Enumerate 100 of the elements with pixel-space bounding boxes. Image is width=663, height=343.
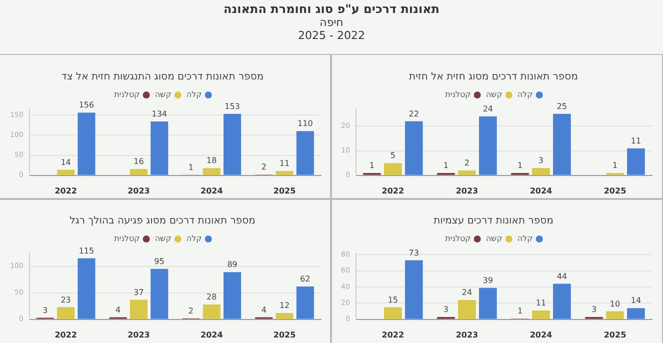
data-label: 11 xyxy=(279,159,290,168)
x-tick-label: 2024 xyxy=(530,186,553,196)
data-label: 115 xyxy=(78,246,94,256)
data-label: 2 xyxy=(464,158,470,168)
text: 2025 - 2022 xyxy=(297,29,366,42)
legend-label: קלה xyxy=(517,234,534,244)
bar xyxy=(78,112,96,175)
bar xyxy=(404,121,423,175)
data-label: 11 xyxy=(630,136,642,146)
bar xyxy=(130,168,148,175)
bar xyxy=(296,286,314,319)
bar xyxy=(627,148,645,175)
legend-label: קשה xyxy=(486,90,503,100)
bar xyxy=(627,308,645,319)
bar xyxy=(479,116,497,175)
x-tick-label: 2024 xyxy=(200,186,224,196)
data-label: 2 xyxy=(261,162,266,172)
x-tick-label: 2023 xyxy=(456,186,478,196)
data-label: 89 xyxy=(227,260,238,270)
bar xyxy=(553,114,571,175)
data-label: 4 xyxy=(261,305,266,314)
x-tick-label: 2025 xyxy=(604,186,627,196)
bar xyxy=(130,300,148,319)
text: תאונות דרכים ע"פ סוג וחומרת התאונה xyxy=(222,2,440,16)
legend-label: קשה xyxy=(486,234,503,244)
data-label: 18 xyxy=(206,156,217,166)
data-label: 73 xyxy=(408,248,419,258)
data-label: 1 xyxy=(443,161,449,170)
x-tick-label: 2025 xyxy=(273,186,296,196)
legend-label: קטלנית xyxy=(114,234,140,244)
data-label: 44 xyxy=(556,272,568,281)
text: חיפה xyxy=(318,16,344,29)
data-label: 14 xyxy=(630,296,642,306)
x-tick-label: 2024 xyxy=(200,330,224,340)
data-label: 5 xyxy=(390,151,396,160)
data-label: 1 xyxy=(517,161,523,170)
data-label: 28 xyxy=(206,292,217,302)
bar xyxy=(532,168,550,175)
data-label: 3 xyxy=(591,305,597,314)
x-tick-label: 2023 xyxy=(456,330,478,340)
data-label: 1 xyxy=(517,306,523,316)
data-label: 4 xyxy=(116,305,121,314)
bar xyxy=(479,288,497,319)
bar xyxy=(202,304,220,319)
bar xyxy=(224,114,242,175)
data-label: 22 xyxy=(408,109,419,118)
legend-label: קטלנית xyxy=(445,90,472,100)
legend-label: קשה xyxy=(154,90,172,100)
data-label: 25 xyxy=(556,102,568,111)
data-label: 16 xyxy=(134,157,144,166)
bar xyxy=(57,307,75,319)
bar xyxy=(404,260,423,319)
data-label: 3 xyxy=(538,156,544,166)
data-label: 1 xyxy=(369,161,374,170)
data-label: 156 xyxy=(78,100,94,110)
data-label: 2 xyxy=(188,306,194,316)
bar xyxy=(553,284,571,319)
data-label: 62 xyxy=(300,274,310,284)
bar xyxy=(458,170,476,175)
chart-title: מספר תאונות דרכים עצמיות xyxy=(434,216,554,227)
data-label: 1 xyxy=(188,163,194,172)
x-tick-label: 2025 xyxy=(604,330,627,340)
x-tick-label: 2024 xyxy=(530,330,553,340)
x-tick-label: 2022 xyxy=(382,186,404,196)
legend-label: קלה xyxy=(186,234,202,244)
data-label: 15 xyxy=(388,295,398,304)
data-label: 1 xyxy=(612,161,618,170)
data-label: 110 xyxy=(298,119,313,128)
bar xyxy=(296,131,314,175)
bar xyxy=(458,300,476,319)
bar xyxy=(532,310,550,319)
data-label: 37 xyxy=(134,288,144,297)
data-label: 3 xyxy=(42,306,48,315)
data-label: 14 xyxy=(60,158,71,167)
bar xyxy=(384,307,402,319)
data-label: 24 xyxy=(482,104,494,114)
bar xyxy=(150,268,168,319)
data-label: 10 xyxy=(610,299,620,308)
bar xyxy=(276,170,294,175)
chart-title: מספר תאונות דרכים מסוג התנגשות חזית אל צד xyxy=(61,72,264,83)
bar xyxy=(150,121,168,175)
x-tick-label: 2023 xyxy=(128,186,150,196)
data-label: 11 xyxy=(536,298,546,308)
legend-label: קלה xyxy=(517,90,534,100)
data-label: 23 xyxy=(60,295,71,304)
data-label: 95 xyxy=(154,257,164,266)
data-label: 12 xyxy=(279,301,290,310)
legend-label: קטלנית xyxy=(445,234,472,244)
chart-title: מספר תאונות דרכים מסוג חזית אל חזית xyxy=(409,72,578,83)
data-label: 39 xyxy=(482,276,494,285)
data-label: 153 xyxy=(224,102,240,111)
data-label: 24 xyxy=(462,288,472,298)
bar xyxy=(384,163,402,175)
x-tick-label: 2022 xyxy=(382,330,404,340)
bar xyxy=(224,272,242,319)
data-label: 3 xyxy=(443,305,449,314)
bar xyxy=(606,311,624,319)
chart-title: מספר תאונות דרכים מסוג פגיעה בהולך רגל xyxy=(70,216,256,227)
bar xyxy=(57,170,75,175)
data-label: 134 xyxy=(152,110,168,119)
